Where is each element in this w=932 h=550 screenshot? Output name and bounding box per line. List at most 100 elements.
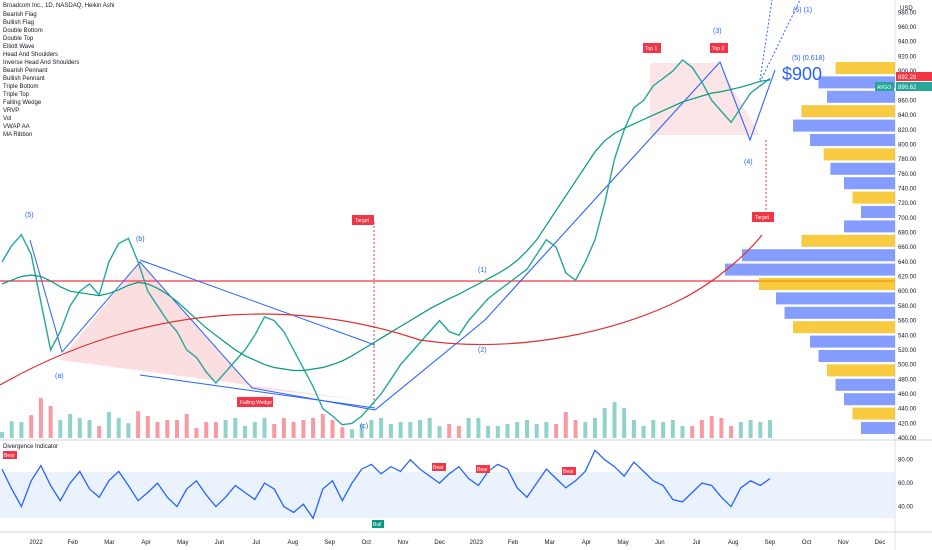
price-tick: 920.00 xyxy=(898,54,917,60)
price-tick: 420.00 xyxy=(898,421,917,427)
price-tick: 620.00 xyxy=(898,275,917,281)
divergence-title: Divergence Indicator xyxy=(3,444,59,450)
wave-b-label: (b) xyxy=(136,236,145,243)
volume-profile-bar xyxy=(793,321,895,334)
indicator-item[interactable]: Bearish Pennant xyxy=(3,68,48,74)
price-tick: 940.00 xyxy=(898,40,917,46)
volume-bar xyxy=(175,420,179,438)
volume-bars xyxy=(0,398,772,438)
volume-bar xyxy=(593,418,597,438)
last-price-badge xyxy=(896,72,932,81)
time-label: Aug xyxy=(288,540,299,546)
wave-1-label: (1) xyxy=(478,267,487,274)
top-pattern-fill xyxy=(650,63,760,135)
indicator-item[interactable]: Bullish Pennant xyxy=(3,76,45,82)
volume-profile-bar xyxy=(801,105,895,118)
price-tick: 480.00 xyxy=(898,377,917,383)
falling-wedge-fill xyxy=(60,262,362,400)
indicator-item[interactable]: Elliott Wave xyxy=(3,44,35,50)
divergence-tick: 60.00 xyxy=(898,481,914,487)
volume-bar xyxy=(38,398,43,438)
wave-a-label: (a) xyxy=(55,373,64,380)
volume-bar xyxy=(97,426,102,438)
volume-bar xyxy=(738,422,743,438)
volume-bar xyxy=(184,414,189,438)
volume-bar xyxy=(350,429,354,438)
volume-bar xyxy=(379,418,384,438)
volume-bar xyxy=(145,416,150,438)
indicator-legend: Bearish Flag Bullish Flag Double Bottom Dou… xyxy=(3,11,79,139)
volume-bar xyxy=(116,418,121,438)
volume-bar xyxy=(466,418,471,438)
indicator-item[interactable]: VWAP AA xyxy=(3,124,30,130)
volume-profile-bar xyxy=(827,90,895,103)
price-tick: 400.00 xyxy=(898,436,917,442)
target-right-label: Target xyxy=(755,215,770,221)
volume-profile-bar xyxy=(818,350,895,362)
indicator-item[interactable]: VRVP xyxy=(3,108,20,114)
indicator-item[interactable]: MA Ribbon xyxy=(3,132,33,138)
volume-bar xyxy=(573,420,578,438)
volume-bar xyxy=(291,422,296,438)
chart-title: Broadcom Inc., 1D, NASDAQ, Heikin Ashi xyxy=(3,3,115,9)
last-price-value: 892.28 xyxy=(898,75,917,81)
volume-profile-bar xyxy=(852,191,895,204)
indicator-item[interactable]: Double Bottom xyxy=(3,28,43,34)
indicator-item[interactable]: Triple Top xyxy=(3,92,30,98)
price-tick: 840.00 xyxy=(898,113,917,119)
volume-bar xyxy=(486,426,491,438)
volume-bar xyxy=(602,408,607,438)
symbol-tag: AVGO xyxy=(877,85,891,91)
volume-bar xyxy=(126,423,131,438)
volume-profile-bar xyxy=(823,148,895,161)
indicator-item[interactable]: Vol xyxy=(3,116,12,122)
target-left-label: Target xyxy=(355,218,370,224)
price-tick: 760.00 xyxy=(898,172,917,178)
bear-label-3: Bear xyxy=(477,467,488,473)
divergence-band xyxy=(0,472,895,518)
time-label: Dec xyxy=(875,540,886,546)
volume-bar xyxy=(612,402,617,438)
indicator-item[interactable]: Inverse Head And Shoulders xyxy=(3,60,80,66)
time-label: Sep xyxy=(324,540,335,546)
volume-bar xyxy=(165,420,170,438)
indicator-item[interactable]: Falling Wedge xyxy=(3,100,42,106)
volume-bar xyxy=(437,426,442,438)
price-target-label: $900 xyxy=(782,64,822,84)
volume-bar xyxy=(641,426,646,438)
price-tick: 540.00 xyxy=(898,333,917,339)
indicator-item[interactable]: Triple Bottom xyxy=(3,84,39,90)
indicator-item[interactable]: Double Top xyxy=(3,36,34,42)
indicator-item[interactable]: Head And Shoulders xyxy=(3,52,59,58)
price-tick: 820.00 xyxy=(898,128,917,134)
time-label: Oct xyxy=(362,540,372,546)
volume-bar xyxy=(233,418,238,438)
falling-wedge-badge xyxy=(237,397,273,407)
prev-price-badge xyxy=(896,82,932,91)
time-label: Feb xyxy=(508,540,519,546)
volume-bar xyxy=(719,418,724,438)
volume-bar xyxy=(515,422,520,438)
bear-badge-3 xyxy=(476,465,490,473)
time-label: 2023 xyxy=(470,540,484,546)
bear-badge-2 xyxy=(432,463,446,471)
price-tick: 960.00 xyxy=(898,25,917,31)
top1-badge xyxy=(643,43,661,53)
wave-5-left-label: (5) xyxy=(25,212,34,219)
price-tick: 660.00 xyxy=(898,245,917,251)
wave-c-label: (c) xyxy=(360,423,368,430)
volume-bar xyxy=(398,422,403,438)
volume-profile-bar xyxy=(861,422,895,434)
volume-bar xyxy=(690,426,695,438)
indicator-item[interactable]: Bearish Flag xyxy=(3,12,37,18)
volume-profile-bar xyxy=(725,263,895,276)
volume-profile-bar xyxy=(742,249,895,262)
elliott-wave-path xyxy=(374,60,776,411)
volume-profile-bar xyxy=(835,62,895,74)
time-label: Oct xyxy=(802,540,812,546)
volume-bar xyxy=(447,424,452,438)
bull-badge xyxy=(372,520,384,528)
indicator-item[interactable]: Bullish Flag xyxy=(3,20,35,26)
target-right-badge xyxy=(752,212,774,222)
